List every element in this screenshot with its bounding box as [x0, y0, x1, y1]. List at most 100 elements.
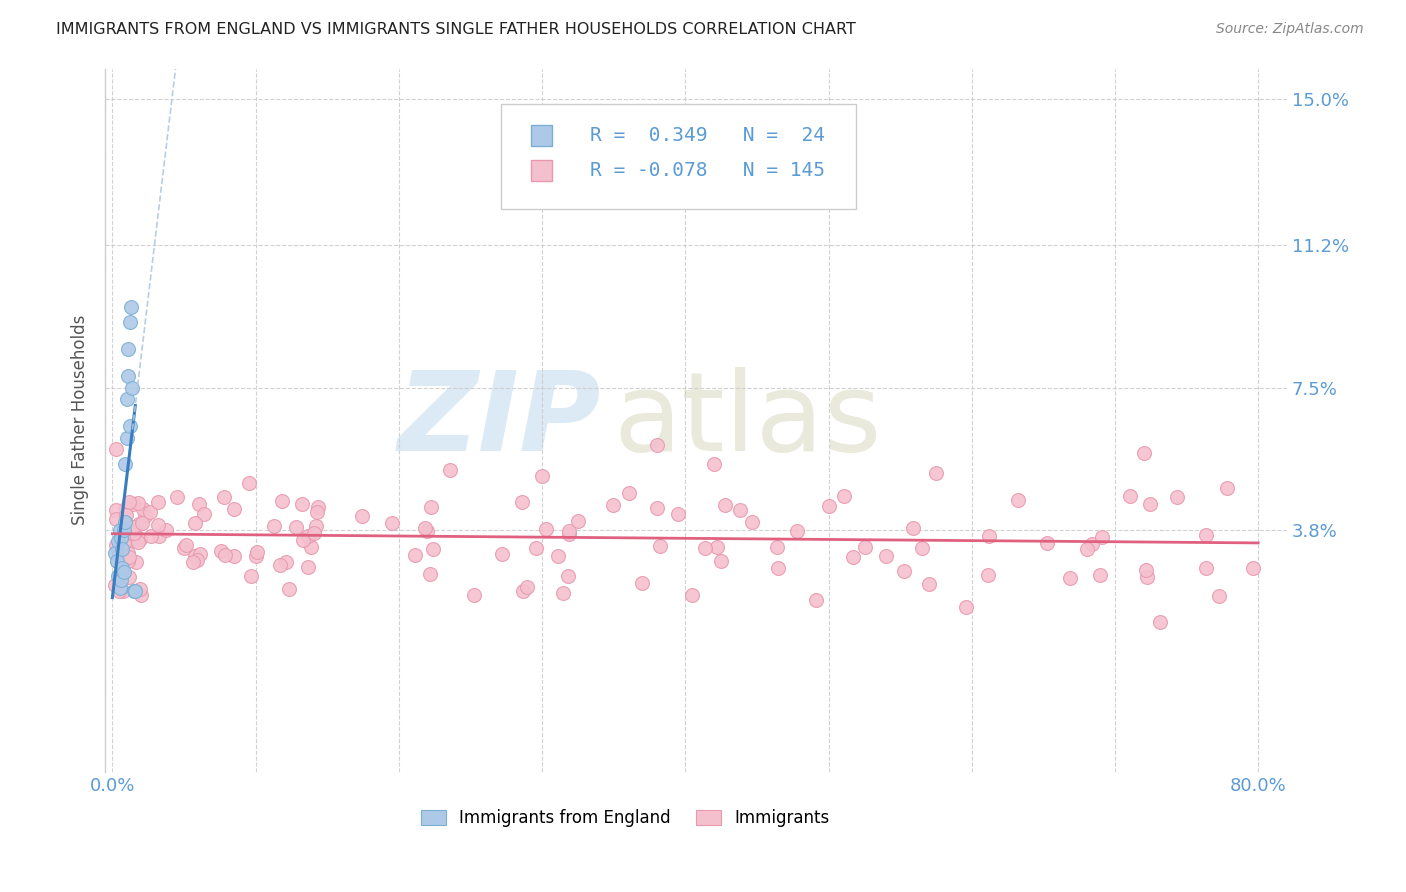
Point [1080, 537, 1102, 551]
Point [291, 498, 314, 512]
Point [297, 559, 319, 574]
Point [105, 553, 128, 567]
Point [115, 392, 138, 406]
Point [631, 576, 654, 591]
Point [112, 523, 135, 537]
Point [269, 558, 291, 572]
Point [619, 485, 641, 500]
Point [305, 518, 328, 533]
Point [127, 496, 149, 510]
Point [1195, 528, 1218, 542]
Point [105, 554, 128, 568]
Point [112, 583, 135, 598]
Point [419, 567, 441, 582]
Point [214, 548, 236, 562]
Point [183, 549, 205, 563]
Point [108, 581, 131, 595]
FancyBboxPatch shape [501, 103, 855, 210]
Point [222, 502, 245, 516]
Point [117, 546, 139, 560]
Point [121, 520, 143, 534]
Point [299, 540, 322, 554]
Point [139, 505, 162, 519]
Point [551, 586, 574, 600]
Point [245, 549, 267, 563]
Point [1166, 490, 1188, 504]
Point [209, 544, 232, 558]
Point [350, 508, 373, 523]
Point [901, 521, 924, 535]
Point [107, 547, 129, 561]
Point [181, 555, 204, 569]
Point [512, 584, 534, 599]
Point [155, 523, 177, 537]
Point [108, 536, 131, 550]
Point [176, 538, 198, 552]
Point [666, 508, 689, 522]
Point [893, 564, 915, 578]
Point [224, 549, 246, 563]
Point [114, 458, 136, 472]
Point [547, 549, 569, 563]
Point [911, 541, 934, 555]
Point [270, 493, 292, 508]
Text: Source: ZipAtlas.com: Source: ZipAtlas.com [1216, 22, 1364, 37]
Point [112, 553, 135, 567]
Point [186, 553, 208, 567]
Point [804, 593, 827, 607]
Point [112, 565, 135, 579]
Text: R = -0.078   N = 145: R = -0.078 N = 145 [589, 161, 825, 180]
Point [1059, 571, 1081, 585]
Y-axis label: Single Father Households: Single Father Households [72, 315, 89, 525]
Point [115, 508, 138, 522]
Point [128, 532, 150, 546]
Point [122, 584, 145, 599]
Point [111, 561, 134, 575]
Point [105, 512, 128, 526]
Point [111, 542, 134, 557]
Point [128, 516, 150, 531]
Point [146, 495, 169, 509]
Point [110, 573, 132, 587]
Point [193, 507, 215, 521]
Point [125, 555, 148, 569]
Point [112, 536, 135, 550]
Point [703, 458, 725, 472]
Point [1195, 561, 1218, 575]
Point [1136, 570, 1159, 584]
Point [853, 540, 876, 554]
Point [111, 544, 134, 558]
Point [557, 527, 579, 541]
Point [148, 518, 170, 533]
Point [1139, 497, 1161, 511]
Point [118, 549, 141, 564]
Point [1076, 541, 1098, 556]
Point [118, 315, 141, 329]
Point [648, 539, 671, 553]
Point [918, 577, 941, 591]
Point [1132, 446, 1154, 460]
Point [766, 541, 789, 555]
Point [107, 534, 129, 549]
Point [307, 505, 329, 519]
Point [557, 569, 579, 583]
Point [645, 438, 668, 452]
Point [117, 342, 139, 356]
Point [118, 570, 141, 584]
Point [297, 528, 319, 542]
Point [307, 500, 329, 514]
Point [728, 503, 751, 517]
Point [187, 497, 209, 511]
Legend: Immigrants from England, Immigrants: Immigrants from England, Immigrants [415, 803, 837, 834]
Point [510, 495, 533, 509]
Point [104, 577, 127, 591]
Point [188, 547, 211, 561]
Point [817, 499, 839, 513]
Point [415, 521, 437, 535]
Text: ZIP: ZIP [398, 367, 602, 474]
Text: IMMIGRANTS FROM ENGLAND VS IMMIGRANTS SINGLE FATHER HOUSEHOLDS CORRELATION CHART: IMMIGRANTS FROM ENGLAND VS IMMIGRANTS SI… [56, 22, 856, 37]
Point [645, 501, 668, 516]
Point [602, 498, 624, 512]
Point [121, 497, 143, 511]
Point [112, 528, 135, 542]
